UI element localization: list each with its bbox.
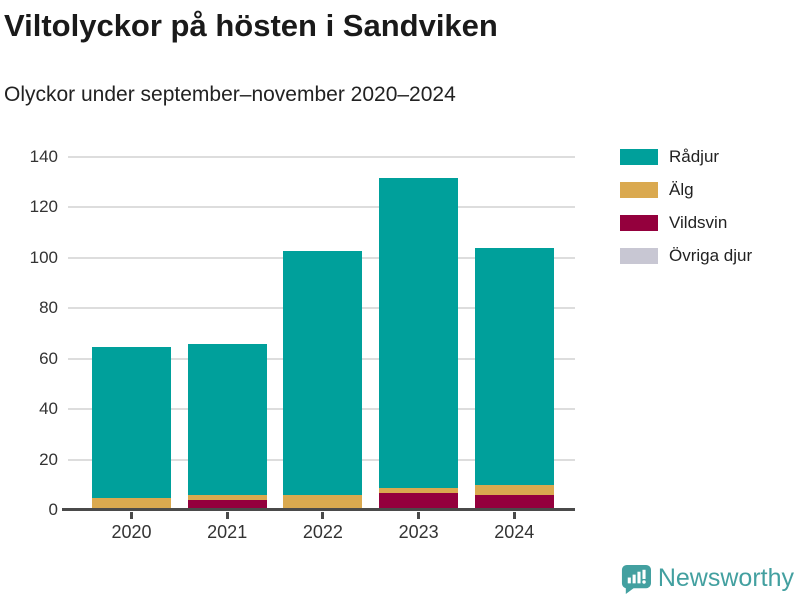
bar-segment-2023	[379, 492, 459, 508]
x-axis-tickmark	[417, 512, 421, 519]
y-axis-tick-label: 0	[48, 500, 58, 519]
bar-segment-2020	[92, 497, 171, 508]
bar-segment-2022	[283, 250, 363, 496]
y-axis-tick-label: 40	[39, 399, 58, 419]
bar-segment-2020	[92, 346, 171, 498]
x-axis-label: 2021	[207, 522, 248, 542]
brand-footer: Newsworthy	[620, 563, 794, 594]
page-title: Viltolyckor på hösten i Sandviken	[4, 8, 498, 43]
x-axis-tickmark	[321, 512, 325, 519]
legend-item-alg: Älg	[620, 180, 752, 200]
x-axis-tickmark	[225, 512, 229, 519]
stacked-bar-2020	[92, 346, 171, 508]
legend-swatch-alg	[620, 182, 658, 198]
newsworthy-logo-icon	[621, 564, 651, 594]
bar-segment-2023	[379, 487, 459, 493]
legend-label: Vildsvin	[669, 213, 728, 232]
legend-item-vildsvin: Vildsvin	[620, 213, 752, 233]
x-axis-tickmark	[512, 512, 516, 519]
legend-swatch-ovriga-djur	[620, 248, 658, 264]
x-axis-label: 2023	[398, 522, 439, 542]
gridline	[68, 156, 575, 158]
page-subtitle: Olyckor under september–november 2020–20…	[4, 83, 456, 106]
x-axis-line	[62, 508, 575, 511]
bar-segment-2022	[283, 495, 363, 508]
y-axis: 0 20 40 60 80 100 120 140	[0, 147, 58, 530]
gridline	[68, 206, 575, 209]
x-axis-label: 2024	[494, 522, 535, 542]
x-axis-tickmark	[130, 512, 133, 519]
y-axis-tick-label: 140	[29, 147, 58, 166]
legend-item-radjur: Rådjur	[620, 147, 752, 167]
bar-segment-2023	[379, 177, 459, 488]
legend-item-ovriga-djur: Övriga djur	[620, 246, 752, 266]
legend: Rådjur Älg Vildsvin Övriga djur	[620, 147, 752, 266]
bar-segment-2021	[187, 495, 267, 501]
plot-area: 2020 2021 2022 2023 2024	[62, 156, 575, 542]
legend-swatch-radjur	[620, 149, 658, 165]
y-axis-tick-label: 60	[39, 348, 58, 368]
stacked-bar-2021	[187, 344, 267, 508]
stacked-bar-2022	[283, 250, 363, 508]
y-axis-tick-label: 80	[39, 298, 58, 318]
y-axis-tick-label: 20	[39, 449, 58, 469]
y-axis-tick-label: 100	[29, 247, 58, 267]
stacked-bar-2024	[474, 248, 554, 508]
bar-segment-2021	[187, 344, 267, 496]
legend-swatch-vildsvin	[620, 215, 658, 231]
bar-segment-2021	[187, 500, 267, 508]
stacked-bar-2023	[379, 177, 459, 508]
legend-label: Övriga djur	[669, 246, 753, 265]
brand-name: Newsworthy	[657, 564, 794, 592]
x-axis-label: 2020	[111, 522, 152, 542]
legend-label: Rådjur	[669, 147, 720, 166]
x-axis-label: 2022	[302, 522, 343, 542]
bar-segment-2024	[474, 248, 554, 486]
bar-segment-2024	[474, 485, 554, 496]
bar-segment-2024	[474, 495, 554, 508]
y-axis-tick-label: 120	[29, 197, 58, 217]
legend-label: Älg	[669, 180, 694, 199]
